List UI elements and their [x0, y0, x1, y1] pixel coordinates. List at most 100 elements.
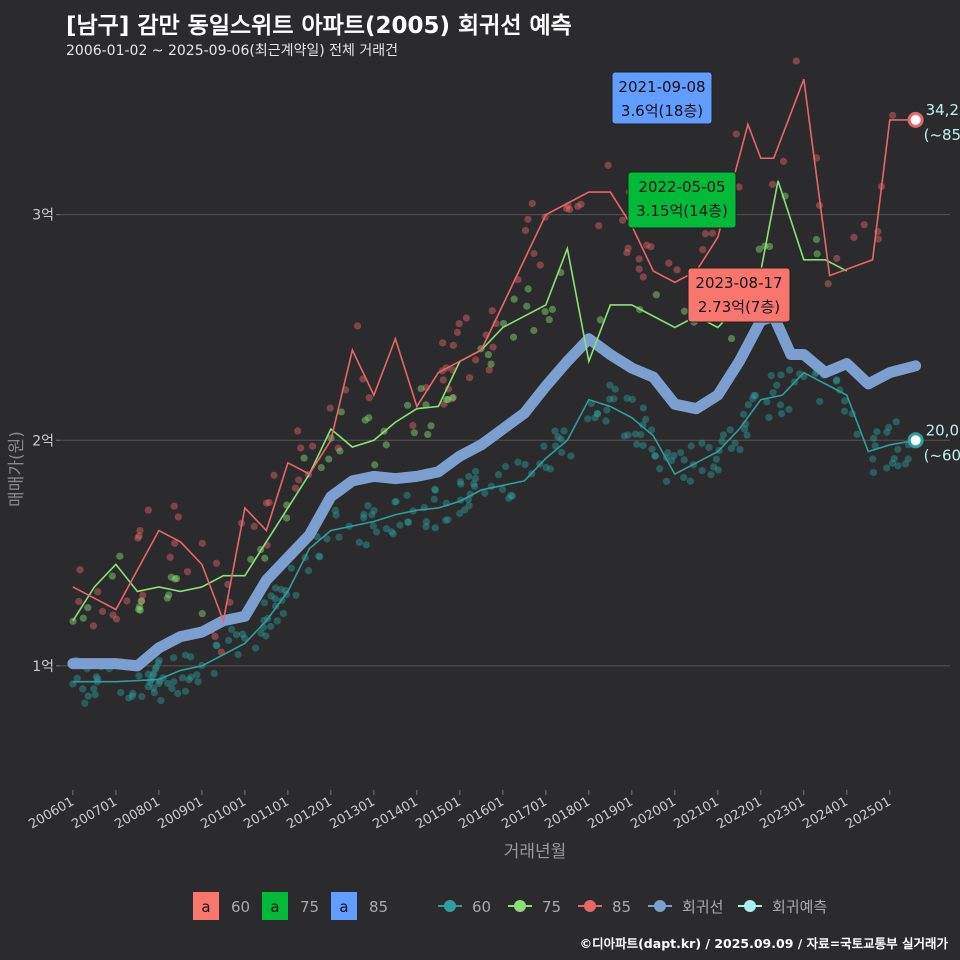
scatter-point-60 [727, 444, 735, 453]
scatter-point-60 [883, 464, 891, 472]
scatter-point-85 [76, 566, 84, 574]
legend-marker [514, 900, 526, 912]
scatter-point-60 [422, 518, 430, 526]
scatter-point-85 [123, 597, 131, 605]
scatter-point-75 [484, 351, 492, 359]
scatter-point-60 [901, 460, 910, 468]
scatter-point-60 [125, 694, 133, 702]
scatter-point-60 [461, 506, 469, 514]
scatter-point-60 [240, 634, 249, 642]
scatter-point-60 [769, 388, 777, 397]
scatter-point-60 [816, 397, 824, 405]
annotation-box: 2021-09-08 3.6억(18층) [611, 71, 713, 125]
scatter-point-60 [151, 665, 160, 673]
scatter-point-60 [129, 689, 137, 697]
scatter-point-60 [567, 452, 575, 460]
scatter-point-60 [551, 427, 559, 435]
scatter-point-60 [431, 524, 439, 532]
scatter-point-85 [528, 199, 536, 208]
scatter-point-75 [69, 617, 77, 625]
scatter-point-60 [718, 437, 726, 445]
scatter-point-60 [152, 663, 160, 671]
scatter-point-60 [279, 609, 287, 618]
scatter-point-85 [262, 499, 271, 507]
scatter-point-85 [574, 202, 582, 210]
scatter-point-60 [611, 385, 619, 393]
scatter-point-85 [647, 243, 655, 251]
scatter-point-60 [888, 459, 896, 467]
scatter-point-75 [300, 454, 308, 462]
scatter-point-85 [530, 249, 538, 258]
scatter-point-60 [84, 692, 92, 700]
scatter-point-60 [593, 409, 602, 418]
scatter-point-75 [325, 455, 333, 463]
scatter-point-85 [455, 320, 463, 328]
scatter-point-60 [892, 418, 900, 426]
scatter-point-85 [171, 539, 179, 547]
scatter-point-85 [735, 183, 743, 191]
scatter-point-60 [168, 684, 176, 693]
scatter-point-75 [530, 326, 538, 335]
scatter-point-60 [155, 656, 163, 664]
legend-glyph: a [270, 898, 279, 916]
y-tick-label: 1억 [32, 659, 54, 675]
scatter-point-60 [853, 430, 861, 438]
scatter-point-60 [368, 511, 376, 519]
scatter-point-75 [137, 597, 145, 605]
scatter-point-85 [308, 442, 317, 450]
scatter-point-60 [271, 584, 280, 592]
scatter-point-85 [297, 444, 305, 452]
x-tick-label: 200601 [26, 794, 76, 832]
scatter-point-60 [714, 466, 722, 474]
scatter-point-75 [812, 235, 821, 244]
scatter-point-85 [635, 255, 643, 263]
scatter-point-60 [150, 684, 158, 692]
legend-marker [584, 900, 596, 912]
x-axis-label: 거래년월 [504, 842, 567, 862]
scatter-point-85 [136, 526, 144, 535]
regression-line [67, 310, 922, 672]
scatter-point-60 [591, 414, 599, 422]
scatter-point-60 [150, 689, 158, 697]
scatter-point-75 [165, 591, 173, 599]
scatter-point-60 [869, 455, 877, 463]
x-tick-label: 201101 [241, 794, 291, 832]
scatter-point-60 [181, 687, 190, 695]
end-marker [907, 432, 924, 449]
scatter-point-75 [163, 594, 171, 602]
legend-swatch [331, 892, 357, 920]
scatter-point-60 [664, 449, 672, 457]
scatter-point-60 [631, 430, 640, 438]
scatter-point-60 [431, 485, 439, 493]
scatter-point-85 [170, 502, 178, 510]
scatter-point-75 [403, 401, 412, 409]
x-tick-label: 201401 [370, 794, 420, 832]
scatter-point-60 [648, 445, 656, 453]
scatter-point-60 [606, 395, 614, 403]
scatter-point-60 [94, 675, 102, 683]
scatter-point-75 [247, 555, 255, 563]
scatter-point-85 [699, 245, 707, 254]
scatter-point-60 [404, 518, 412, 526]
scatter-point-60 [181, 651, 190, 659]
scatter-point-60 [710, 463, 718, 471]
scatter-point-75 [337, 408, 345, 416]
scatter-point-60 [663, 477, 671, 485]
scatter-point-60 [651, 452, 659, 460]
scatter-point-60 [505, 494, 513, 502]
scatter-point-85 [768, 180, 777, 188]
scatter-point-60 [444, 516, 452, 524]
x-tick-label: 200801 [112, 794, 162, 832]
scatter-point-85 [624, 244, 632, 252]
scatter-point-60 [785, 366, 794, 374]
scatter-point-60 [542, 463, 550, 472]
scatter-point-60 [370, 507, 378, 515]
scatter-point-60 [396, 521, 404, 529]
legend-label: 60 [231, 898, 250, 916]
scatter-point-60 [749, 395, 757, 403]
scatter-point-60 [287, 564, 295, 572]
scatter-point-60 [651, 452, 660, 460]
scatter-point-60 [430, 495, 438, 503]
scatter-point-75 [541, 307, 549, 316]
x-tick-label: 202101 [671, 794, 721, 832]
